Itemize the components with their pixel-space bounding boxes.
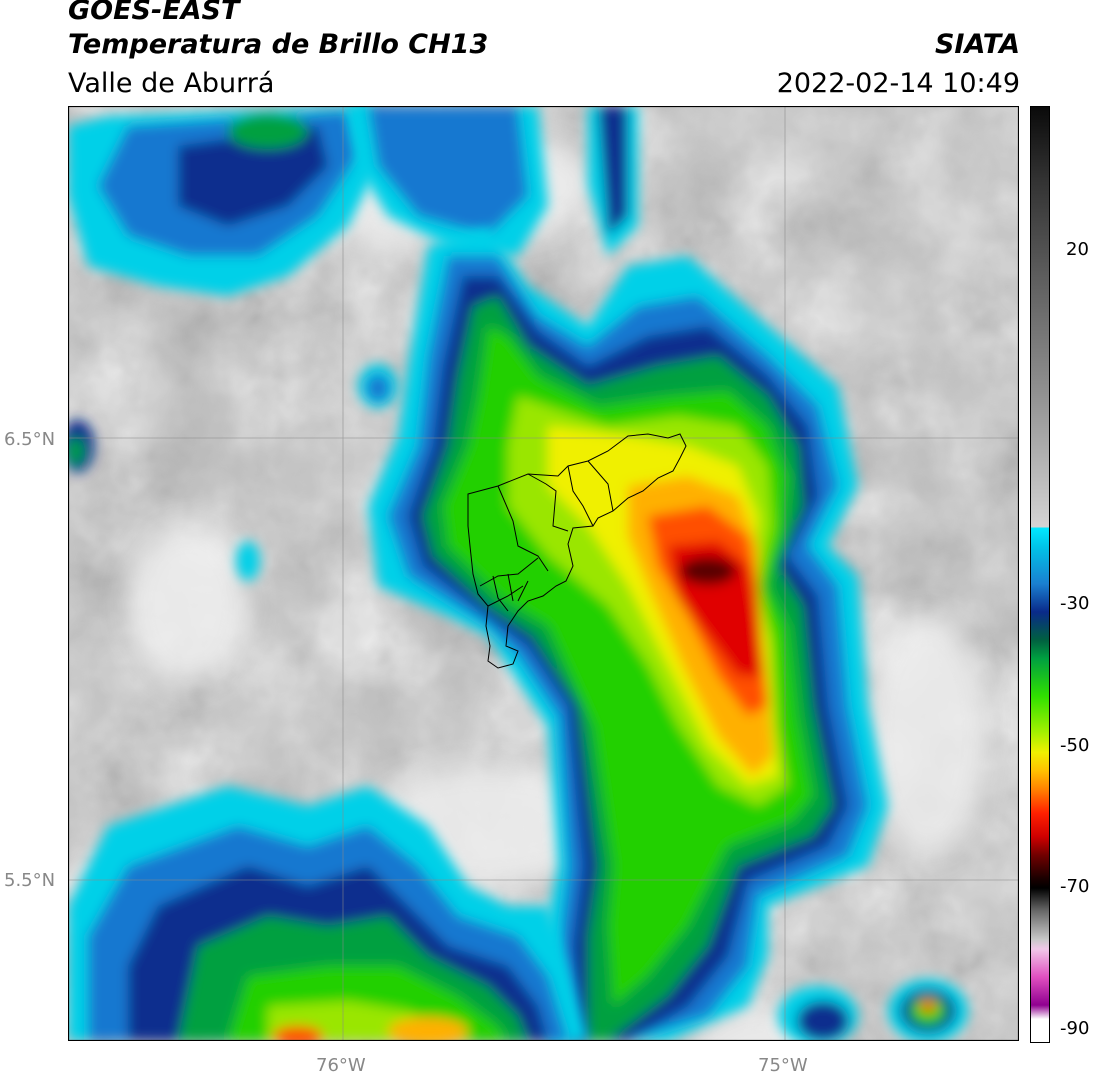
subtitle-region: Valle de Aburrá xyxy=(68,68,275,99)
organization-label: SIATA xyxy=(934,29,1020,60)
cloud-northwest xyxy=(68,106,388,296)
convective-system-main xyxy=(368,226,888,1041)
colorbar-tick-minus30: -30 xyxy=(1060,593,1090,614)
cells-southeast xyxy=(68,364,968,1041)
title-satellite: GOES-EAST xyxy=(68,0,240,26)
colorbar-tick-minus90: -90 xyxy=(1060,1018,1090,1039)
colorbar xyxy=(1030,106,1050,1043)
municipality-boundaries xyxy=(467,433,687,669)
lon-label-76: 76°W xyxy=(316,1055,366,1076)
colorbar-tick-minus70: -70 xyxy=(1060,876,1090,897)
lon-label-75: 75°W xyxy=(758,1055,808,1076)
lat-label-5-5: 5.5°N xyxy=(4,870,56,891)
lat-label-6-5: 6.5°N xyxy=(4,429,56,450)
colorbar-tick-20: 20 xyxy=(1066,239,1089,260)
satellite-map xyxy=(68,106,1019,1041)
colorbar-tick-minus50: -50 xyxy=(1060,735,1090,756)
graticule xyxy=(68,106,1019,1041)
datetime-label: 2022-02-14 10:49 xyxy=(776,68,1020,99)
cloud-north-center xyxy=(348,106,638,256)
convective-system-southwest xyxy=(68,786,588,1041)
title-product: Temperatura de Brillo CH13 xyxy=(68,29,489,60)
